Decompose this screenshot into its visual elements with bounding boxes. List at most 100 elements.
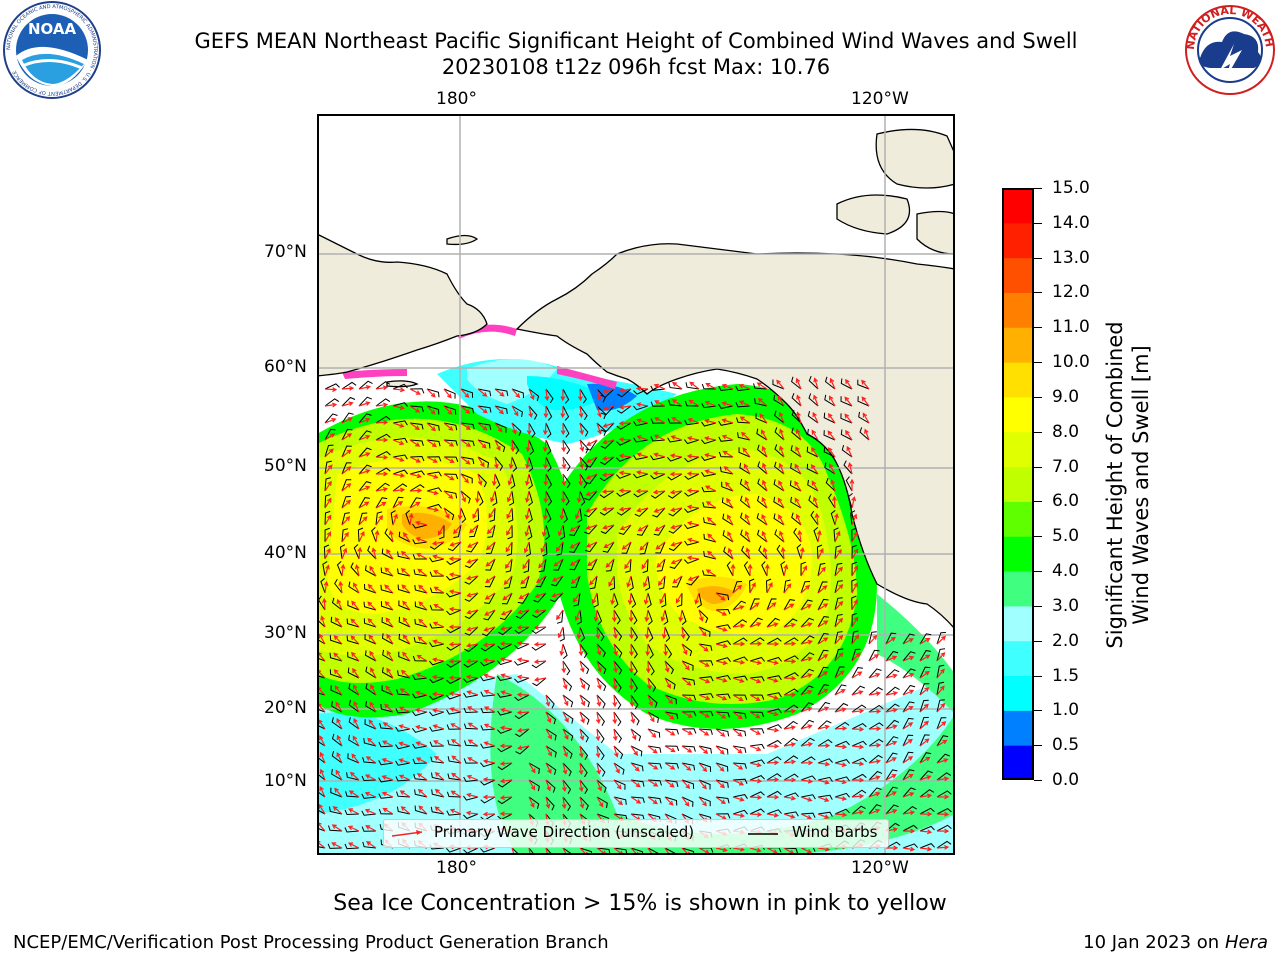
wind-barb xyxy=(741,545,751,560)
wave-direction-arrow xyxy=(749,582,756,594)
wave-direction-arrow xyxy=(477,422,488,431)
wave-direction-arrow xyxy=(732,728,743,737)
wave-direction-arrow xyxy=(766,711,779,717)
wave-direction-arrow xyxy=(740,431,751,441)
wave-direction-arrow xyxy=(778,411,785,424)
wind-barb xyxy=(339,544,346,560)
wave-direction-arrow xyxy=(510,439,516,453)
wave-direction-arrow xyxy=(409,501,421,509)
wave-direction-arrow xyxy=(382,722,394,730)
wind-barb xyxy=(414,618,428,628)
wave-direction-arrow xyxy=(466,592,479,598)
wind-barb xyxy=(505,558,513,573)
wave-direction-arrow xyxy=(845,429,853,441)
wave-direction-arrow xyxy=(834,617,844,628)
wind-barb xyxy=(413,569,428,577)
wave-direction-arrow xyxy=(409,456,422,463)
wave-direction-arrow xyxy=(797,529,803,543)
wave-direction-arrow xyxy=(851,599,858,611)
wind-barb xyxy=(902,717,914,730)
wave-direction-arrow xyxy=(868,634,878,645)
wind-barb xyxy=(322,561,328,577)
wind-barb xyxy=(817,632,829,645)
wave-direction-arrow xyxy=(885,707,898,713)
wind-barb xyxy=(414,805,428,815)
wind-barb xyxy=(579,745,589,760)
wind-barb xyxy=(585,439,598,451)
wave-direction-arrow xyxy=(885,724,898,730)
wave-direction-arrow xyxy=(698,711,711,718)
wind-barb xyxy=(833,527,839,543)
wind-barb xyxy=(701,421,717,427)
wind-barb xyxy=(701,402,717,409)
wave-direction-arrow xyxy=(545,728,552,740)
wave-direction-arrow xyxy=(551,575,564,582)
wind-barb xyxy=(656,558,666,572)
wave-direction-arrow xyxy=(534,592,547,598)
wind-barb xyxy=(834,684,847,696)
wind-barb xyxy=(443,456,459,462)
wave-direction-arrow xyxy=(516,727,530,733)
land-masses xyxy=(318,128,954,629)
wave-direction-arrow xyxy=(919,846,933,852)
colorbar-label-line2: Wind Waves and Swell [m] xyxy=(1129,345,1153,625)
wave-direction-arrow xyxy=(834,600,844,611)
wind-barb xyxy=(718,385,734,392)
wave-direction-arrow xyxy=(324,464,333,475)
wave-direction-arrow xyxy=(499,761,513,767)
wind-barb xyxy=(361,810,377,816)
wind-barb xyxy=(412,758,428,765)
wind-barb xyxy=(497,660,513,666)
wind-barb xyxy=(378,777,394,783)
wave-direction-arrow xyxy=(533,641,547,647)
wind-barb xyxy=(514,694,530,702)
wind-barb xyxy=(398,531,411,543)
wind-barb xyxy=(902,843,918,849)
wind-barb xyxy=(630,626,639,642)
wave-direction-arrow xyxy=(832,495,837,509)
wave-direction-arrow xyxy=(324,564,330,577)
wave-direction-arrow xyxy=(376,437,389,443)
wave-direction-arrow xyxy=(542,507,548,521)
map-frame xyxy=(317,114,955,855)
wave-direction-arrow xyxy=(585,507,598,513)
wind-barb xyxy=(698,796,711,807)
wave-direction-arrow xyxy=(525,490,530,504)
wave-direction-arrow xyxy=(936,739,948,747)
wave-direction-arrow xyxy=(522,558,530,570)
wave-direction-arrow xyxy=(375,454,389,460)
wave-direction-arrow xyxy=(618,506,632,512)
wave-direction-arrow xyxy=(572,592,581,603)
wind-barb xyxy=(696,592,702,608)
wave-direction-arrow xyxy=(408,512,414,526)
wave-direction-arrow xyxy=(902,722,914,730)
wave-direction-arrow xyxy=(885,774,897,781)
wave-direction-arrow xyxy=(885,691,899,696)
wave-direction-arrow xyxy=(715,779,726,789)
wind-barb xyxy=(630,728,642,742)
wave-direction-arrow xyxy=(800,604,812,611)
wind-barb xyxy=(630,643,638,659)
wave-direction-arrow xyxy=(381,758,394,764)
wave-direction-arrow xyxy=(715,796,726,805)
wind-barb xyxy=(661,592,667,608)
wind-barb xyxy=(324,527,330,543)
wave-direction-arrow xyxy=(578,762,584,776)
wave-direction-arrow xyxy=(630,796,642,804)
wave-direction-arrow xyxy=(426,422,437,432)
wave-direction-arrow xyxy=(885,655,898,662)
wave-direction-arrow xyxy=(431,540,445,546)
wind-barb xyxy=(480,676,496,682)
wave-direction-arrow xyxy=(333,669,343,679)
wind-barb xyxy=(589,575,598,590)
wind-barb xyxy=(365,683,377,696)
wave-direction-arrow xyxy=(601,472,615,478)
wind-barb xyxy=(510,473,516,489)
wave-direction-arrow xyxy=(621,541,632,550)
wave-direction-arrow xyxy=(817,671,829,679)
wave-direction-arrow xyxy=(800,565,808,577)
wave-direction-arrow xyxy=(732,779,745,786)
wind-barb xyxy=(810,510,819,526)
wave-direction-arrow xyxy=(375,487,389,492)
wind-barb xyxy=(800,668,815,679)
